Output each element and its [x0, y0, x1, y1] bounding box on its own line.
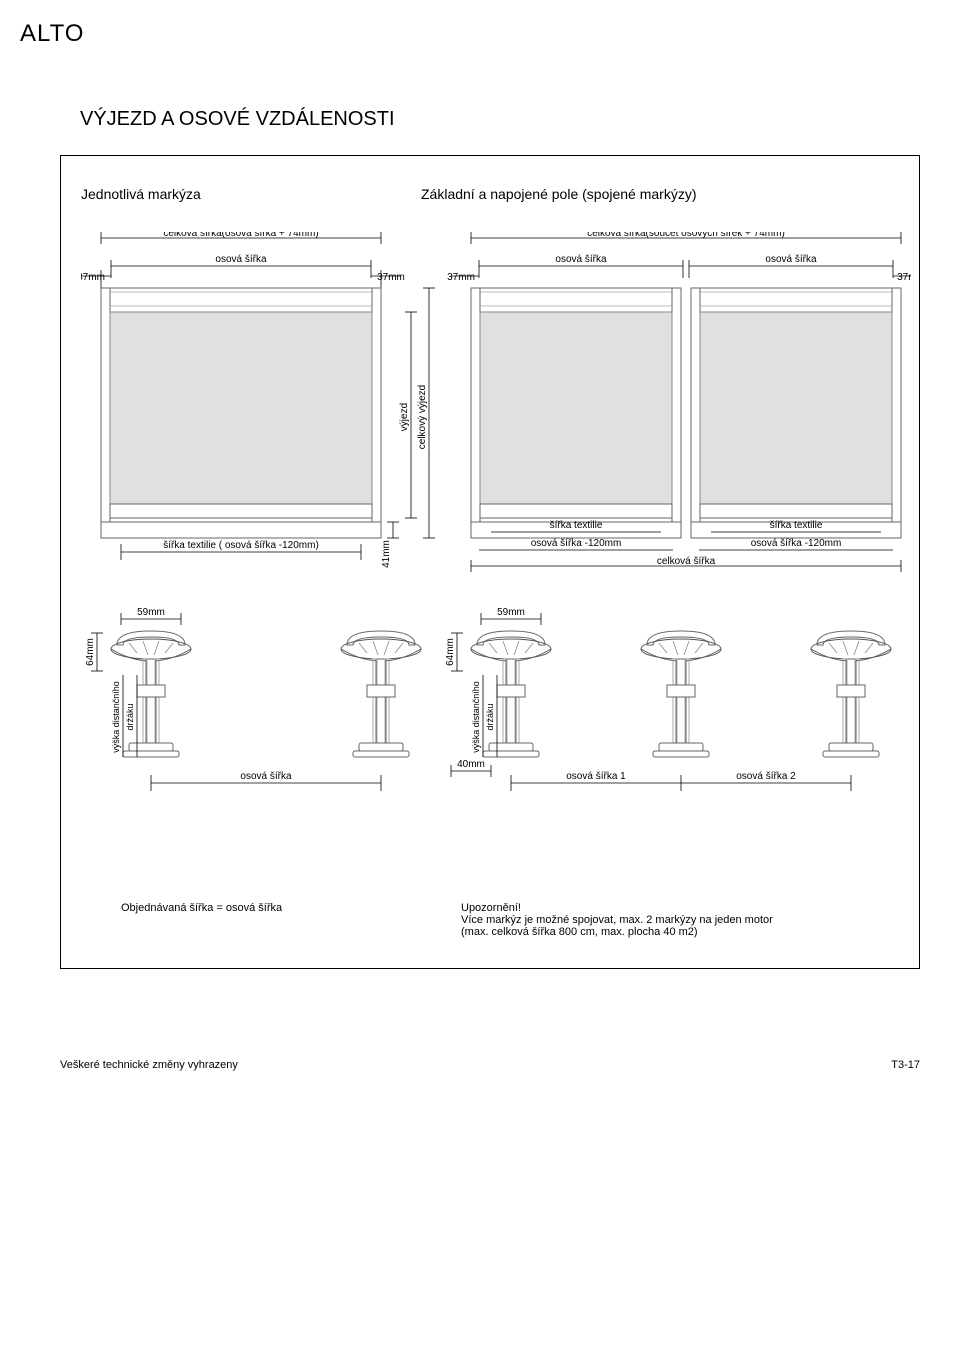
diagram-frame: Jednotlivá markýza Základní a napojené p…	[60, 155, 920, 969]
svg-text:výška distančního: výška distančního	[471, 681, 481, 753]
svg-text:osová šířka -120mm: osová šířka -120mm	[751, 538, 842, 549]
note-attention-body2: (max. celková šířka 800 cm, max. plocha …	[461, 926, 899, 938]
svg-text:osová šířka 2: osová šířka 2	[736, 771, 796, 782]
section-title: VÝJEZD A OSOVÉ VZDÁLENOSTI	[80, 108, 920, 131]
col-left-title: Jednotlivá markýza	[81, 186, 381, 202]
svg-text:37mm: 37mm	[897, 272, 911, 283]
svg-text:59mm: 59mm	[497, 607, 525, 618]
note-order-width: Objednávaná šířka = osová šířka	[121, 902, 381, 938]
svg-text:64mm: 64mm	[445, 638, 456, 666]
svg-text:držáku: držáku	[125, 703, 135, 730]
footer-left: Veškeré technické změny vyhrazeny	[60, 1059, 238, 1071]
note-attention-title: Upozornění!	[461, 902, 899, 914]
svg-text:šířka textilie ( osová šířka -: šířka textilie ( osová šířka -120mm)	[163, 540, 319, 551]
svg-text:59mm: 59mm	[137, 607, 165, 618]
footer: Veškeré technické změny vyhrazeny T3-17	[60, 1059, 920, 1071]
column-headers: Jednotlivá markýza Základní a napojené p…	[81, 186, 899, 202]
blinds-diagram: celková šířka(osová šířka + 74mm) osová …	[81, 232, 911, 572]
dim-overall-single: celková šířka(osová šířka + 74mm)	[163, 232, 318, 239]
svg-text:šířka textilie: šířka textilie	[770, 520, 823, 531]
svg-text:osová šířka: osová šířka	[240, 771, 292, 782]
svg-text:41mm: 41mm	[381, 540, 392, 568]
footer-right: T3-17	[891, 1059, 920, 1071]
svg-text:osová šířka 1: osová šířka 1	[566, 771, 626, 782]
svg-text:40mm: 40mm	[457, 759, 485, 770]
svg-text:celková šířka(součet osových š: celková šířka(součet osových šířek + 74m…	[587, 232, 785, 239]
svg-text:osová šířka: osová šířka	[215, 254, 267, 265]
col-right-title: Základní a napojené pole (spojené markýz…	[421, 186, 899, 202]
svg-text:osová šířka -120mm: osová šířka -120mm	[531, 538, 622, 549]
svg-text:šířka textilie: šířka textilie	[550, 520, 603, 531]
note-attention: Upozornění! Více markýz je možné spojova…	[461, 902, 899, 938]
svg-text:výjezd: výjezd	[399, 403, 410, 431]
svg-text:osová šířka: osová šířka	[765, 254, 817, 265]
svg-text:osová šířka: osová šířka	[555, 254, 607, 265]
svg-text:37mm: 37mm	[447, 272, 475, 283]
svg-text:64mm: 64mm	[85, 638, 96, 666]
page-title: ALTO	[20, 20, 920, 48]
bracket-diagram: 59mm 59mm 64mm 64mm výška distančního dr…	[81, 607, 911, 827]
svg-text:celková šířka: celková šířka	[657, 556, 716, 567]
svg-text:výška distančního: výška distančního	[111, 681, 121, 753]
note-attention-body1: Více markýz je možné spojovat, max. 2 ma…	[461, 914, 899, 926]
notes-row: Objednávaná šířka = osová šířka Upozorně…	[121, 902, 899, 938]
svg-text:celkový výjezd: celkový výjezd	[417, 385, 428, 449]
svg-text:držáku: držáku	[485, 703, 495, 730]
